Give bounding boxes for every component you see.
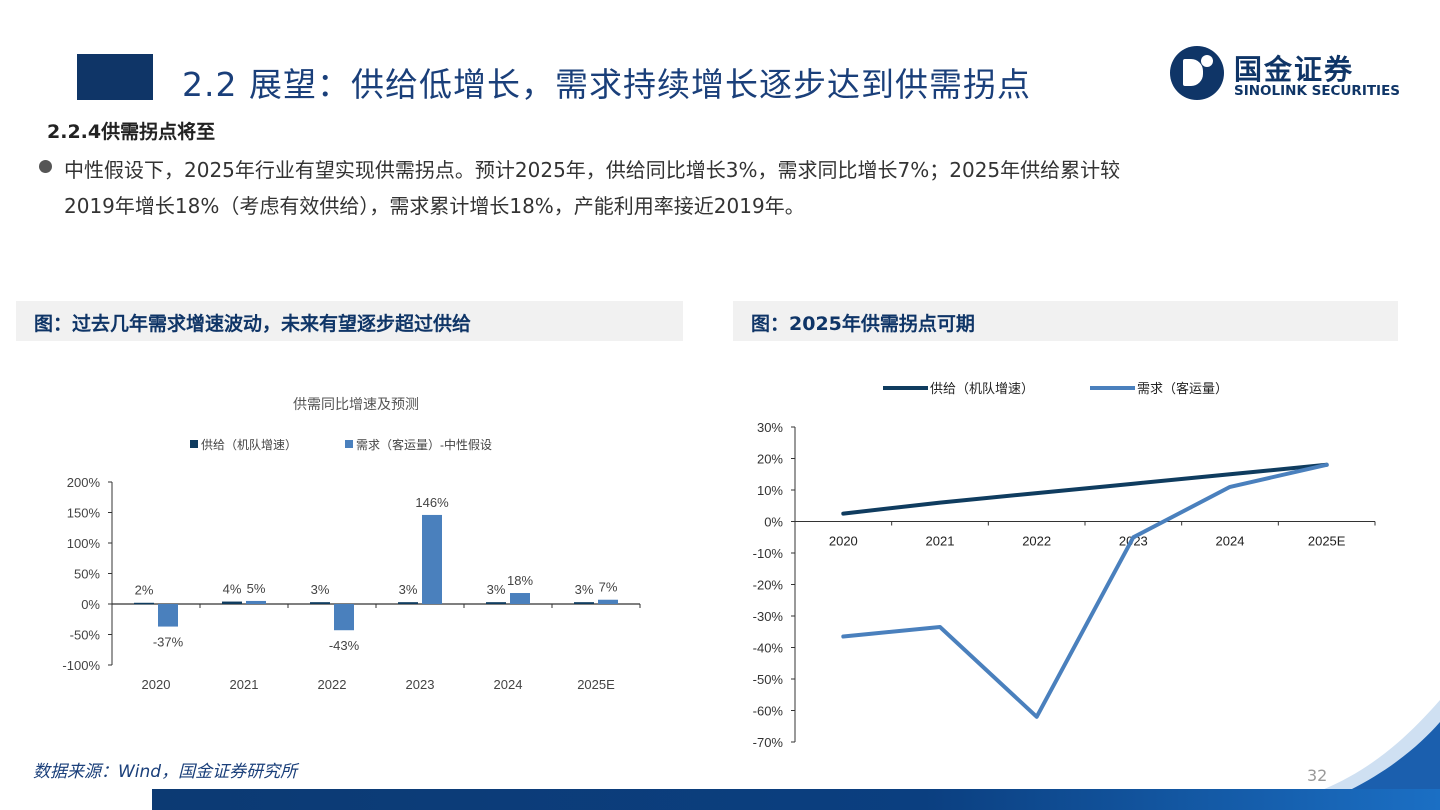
line-y-tick-label: 20% (757, 452, 783, 467)
title-accent-block (77, 54, 153, 100)
bullet-icon (39, 160, 52, 173)
bar-legend-swatch-1 (190, 440, 198, 448)
supply-line (841, 462, 1329, 516)
supply-bar (134, 602, 154, 605)
supply-bar (310, 602, 330, 604)
page-title: 2.2 展望：供给低增长，需求持续增长逐步达到供需拐点 (182, 65, 1031, 104)
supply-bar-label: 3% (311, 582, 330, 597)
page-number: 32 (1307, 766, 1328, 785)
demand-bar-label: -37% (153, 635, 184, 650)
supply-bar-label: 2% (135, 583, 154, 598)
line-x-tick-label: 2022 (1022, 534, 1051, 549)
bullet-text-line-2: 2019年增长18%（考虑有效供给），需求累计增长18%，产能利用率接近2019… (64, 194, 805, 218)
logo-english-name: SINOLINK SECURITIES (1234, 83, 1401, 99)
line-x-tick-label: 2020 (829, 534, 858, 549)
bar-x-tick-label: 2024 (494, 677, 523, 692)
supply-bar (486, 602, 506, 604)
line-y-tick-label: -10% (753, 546, 784, 561)
line-legend-label-1: 供给（机队增速） (930, 381, 1034, 396)
bar-x-tick-label: 2020 (142, 677, 171, 692)
line-y-tick-label: -70% (753, 735, 784, 750)
line-y-tick-label: 0% (764, 515, 783, 530)
supply-bar (398, 602, 418, 604)
line-y-tick-label: -50% (753, 672, 784, 687)
demand-bar (158, 604, 178, 627)
bar-y-tick-label: 50% (74, 567, 100, 582)
company-logo: 国金证券 SINOLINK SECURITIES (1170, 46, 1410, 104)
supply-bar (574, 602, 594, 604)
demand-bar-label: 18% (507, 573, 533, 588)
corner-wave-accent (1350, 722, 1440, 790)
line-x-tick-label: 2021 (926, 534, 955, 549)
line-x-tick-label: 2024 (1216, 534, 1245, 549)
demand-bar (246, 600, 266, 604)
demand-bar (598, 599, 618, 604)
data-source: 数据来源：Wind，国金证券研究所 (33, 762, 298, 782)
bar-y-tick-label: 0% (81, 597, 100, 612)
line-y-tick-label: 30% (757, 420, 783, 435)
bar-y-tick-label: 100% (67, 536, 101, 551)
demand-bar (510, 593, 530, 604)
demand-line (841, 462, 1329, 719)
supply-bar (222, 601, 242, 604)
right-figure-title: 图：2025年供需拐点可期 (751, 313, 975, 335)
bar-legend-swatch-2 (345, 440, 353, 448)
demand-bar-label: 5% (247, 581, 266, 596)
bar-x-tick-label: 2023 (406, 677, 435, 692)
line-y-tick-label: -30% (753, 609, 784, 624)
left-figure-title-bar: 图：过去几年需求增速波动，未来有望逐步超过供给 (16, 301, 683, 341)
supply-bar-label: 3% (575, 582, 594, 597)
bar-chart-title: 供需同比增速及预测 (293, 396, 419, 412)
bar-y-tick-label: -100% (62, 658, 100, 673)
line-y-tick-label: 10% (757, 483, 783, 498)
demand-bar-label: -43% (329, 638, 360, 653)
line-x-tick-label: 2025E (1308, 534, 1346, 549)
supply-bar-label: 4% (223, 582, 242, 597)
bar-legend-label-2: 需求（客运量）-中性假设 (356, 437, 492, 452)
section-heading: 2.2.4供需拐点将至 (47, 121, 216, 143)
bar-legend-label-1: 供给（机队增速） (201, 437, 297, 452)
logo-mark-icon (1170, 46, 1224, 100)
line-y-tick-label: -60% (753, 704, 784, 719)
line-y-tick-label: -40% (753, 641, 784, 656)
left-figure-title: 图：过去几年需求增速波动，未来有望逐步超过供给 (34, 313, 472, 335)
bar-y-tick-label: 150% (67, 506, 101, 521)
line-y-tick-label: -20% (753, 578, 784, 593)
demand-bar-label: 146% (415, 495, 449, 510)
demand-bar (334, 604, 354, 631)
bar-x-tick-label: 2025E (577, 677, 615, 692)
supply-bar-label: 3% (487, 582, 506, 597)
bar-x-tick-label: 2021 (230, 677, 259, 692)
footer-bar (152, 789, 1440, 810)
demand-bar (422, 514, 442, 604)
bar-y-tick-label: -50% (70, 628, 101, 643)
demand-bar-label: 7% (599, 580, 618, 595)
bar-y-tick-label: 200% (67, 475, 101, 490)
right-figure-title-bar: 图：2025年供需拐点可期 (733, 301, 1398, 341)
bar-x-tick-label: 2022 (318, 677, 347, 692)
logo-chinese-name: 国金证券 (1234, 53, 1355, 86)
line-legend-label-2: 需求（客运量） (1137, 381, 1228, 396)
bullet-text-line-1: 中性假设下，2025年行业有望实现供需拐点。预计2025年，供给同比增长3%，需… (64, 158, 1121, 182)
supply-bar-label: 3% (399, 582, 418, 597)
